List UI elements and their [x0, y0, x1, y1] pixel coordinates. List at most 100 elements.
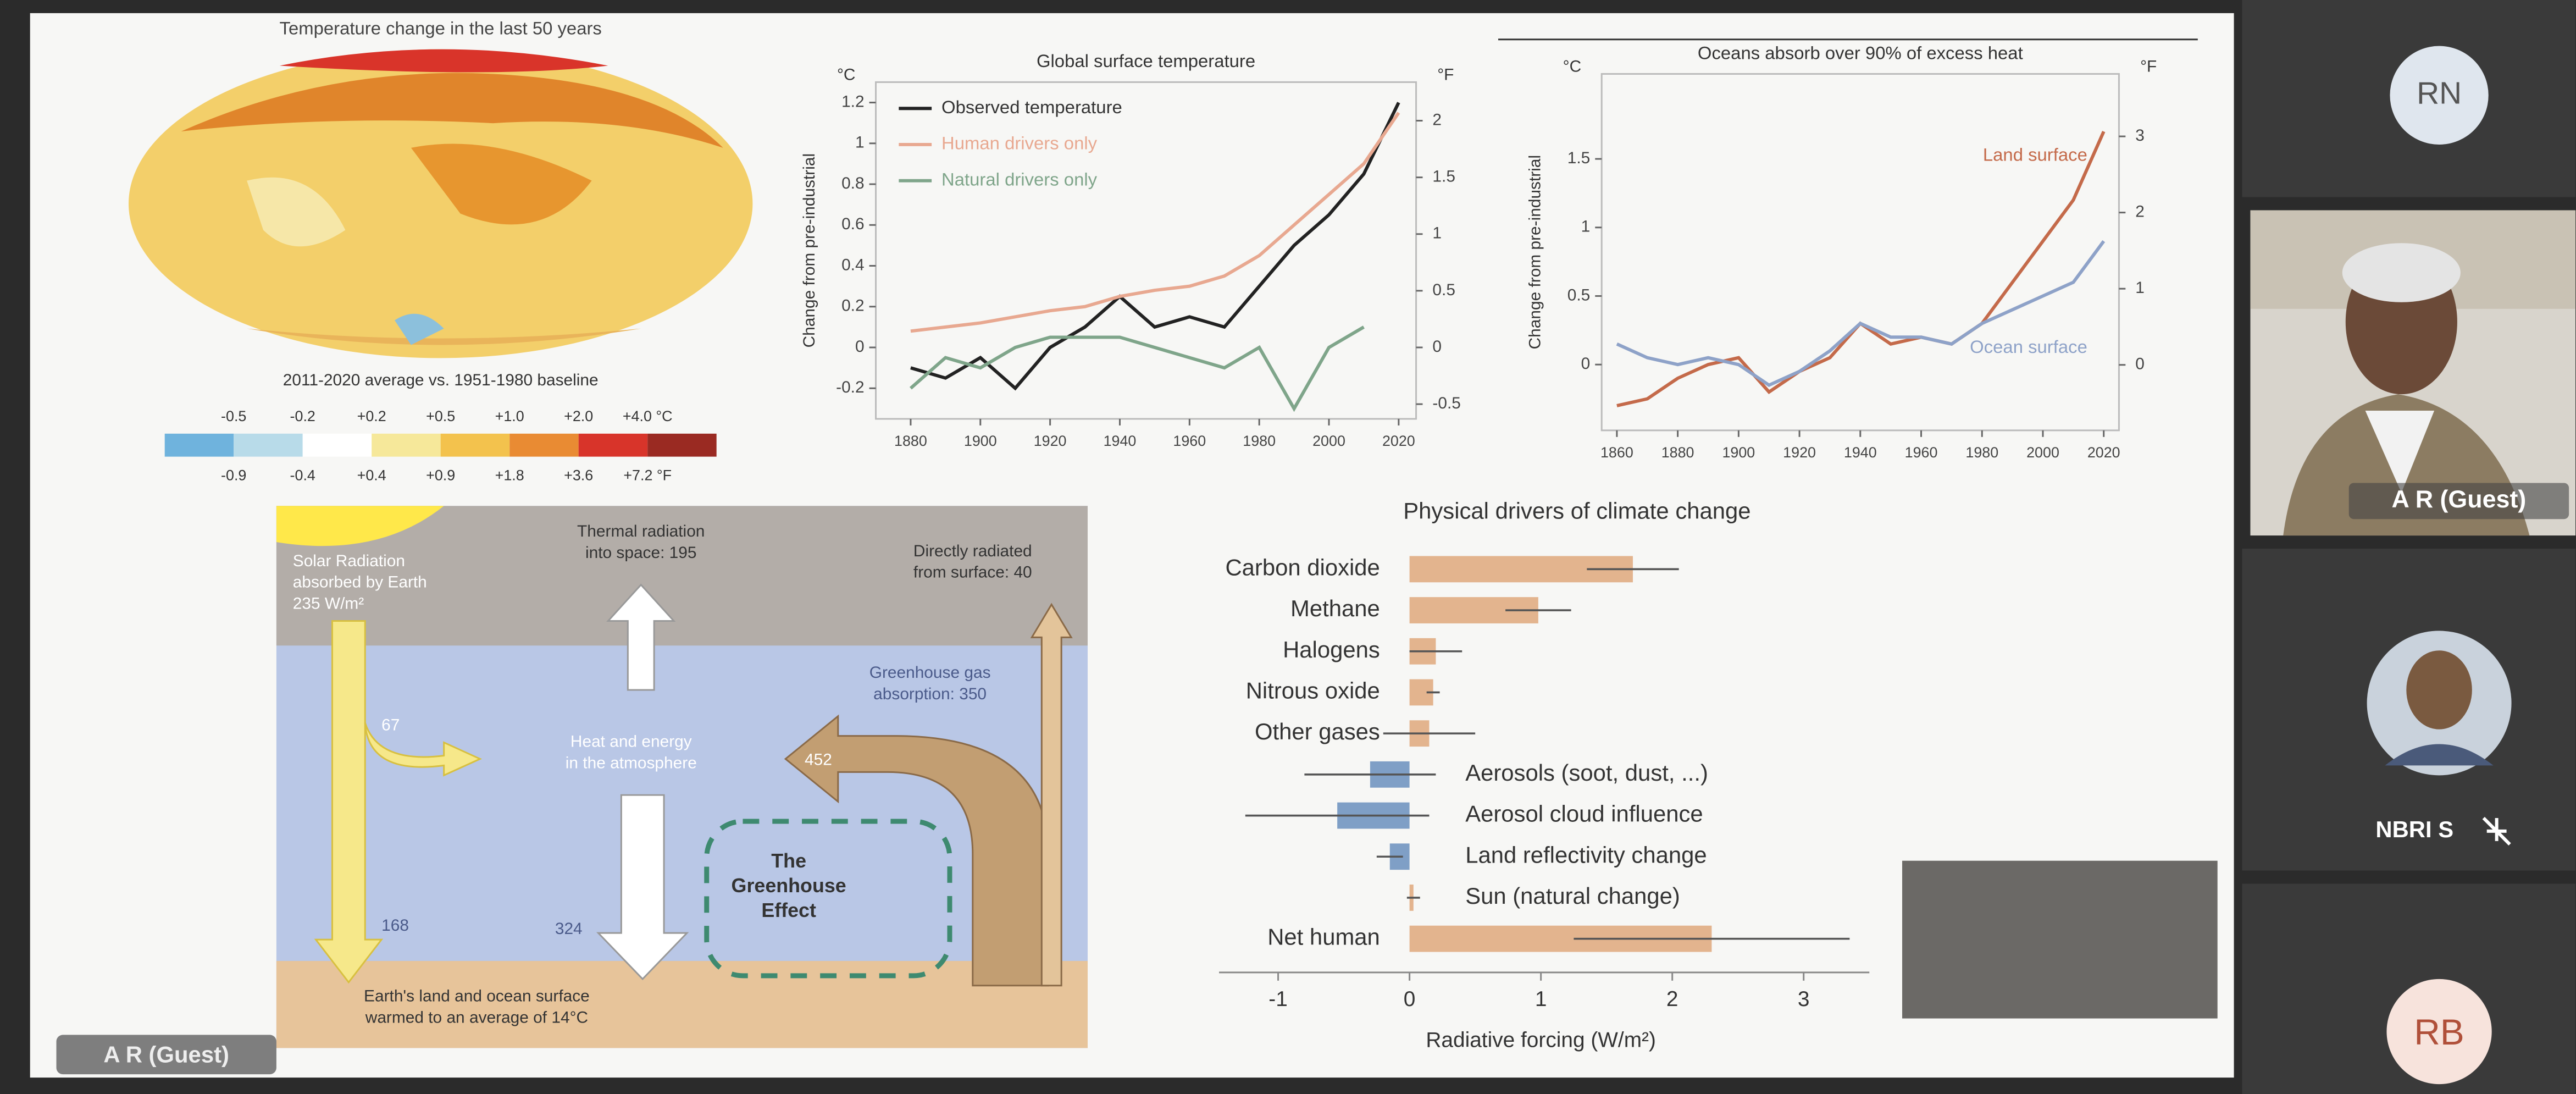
screen: Temperature change in the last 50 years …	[0, 0, 2576, 1094]
diagram-label: absorbed by Earth	[293, 573, 427, 592]
y-tick-label: 1.5	[1567, 149, 1591, 167]
x-tick-label: -1	[1268, 987, 1288, 1011]
y-unit: °C	[837, 65, 856, 84]
scale-swatch	[579, 434, 647, 457]
diagram-label: Greenhouse	[732, 875, 846, 897]
scale-swatch	[647, 434, 716, 457]
scale-label-f: -0.9	[221, 467, 246, 484]
avatar-face	[2406, 650, 2472, 729]
diagram-label: into space: 195	[585, 544, 697, 562]
category-label: Other gases	[1255, 719, 1380, 744]
legend-label: Natural drivers only	[941, 169, 1098, 189]
x-tick-label: 1940	[1844, 444, 1877, 461]
x-tick-label: 2000	[1312, 433, 1345, 449]
diagram-label: The	[771, 850, 806, 872]
page: { "speaker_label": "A R (Guest)", "parti…	[0, 0, 2576, 1094]
x-tick-label: 1880	[1661, 444, 1694, 461]
x-tick-label: 1920	[1783, 444, 1816, 461]
video-person-hair	[2342, 243, 2461, 302]
chart-title: Oceans absorb over 90% of excess heat	[1698, 42, 2023, 63]
scale-label-f: -0.4	[290, 467, 315, 484]
diagram-number: 324	[555, 920, 583, 938]
y2-tick-label: 3	[2135, 126, 2145, 145]
diagram-label: Solar Radiation	[293, 552, 405, 570]
category-label: Sun (natural change)	[1465, 883, 1680, 909]
x-tick-label: 1940	[1104, 433, 1137, 449]
y-tick-label: -0.2	[836, 378, 864, 396]
diagram-label: from surface: 40	[913, 563, 1032, 582]
x-tick-label: 2	[1666, 987, 1678, 1011]
diagram-number: 67	[381, 716, 400, 734]
x-tick-label: 3	[1798, 987, 1810, 1011]
legend-label: Observed temperature	[941, 97, 1122, 117]
map-title: Temperature change in the last 50 years	[280, 18, 602, 38]
x-tick-label: 1980	[1243, 433, 1276, 449]
scale-label-c: -0.2	[290, 408, 315, 424]
scale-label-c: +1.0	[495, 408, 524, 424]
y2-tick-label: 1	[2135, 279, 2145, 297]
scale-label-f: +3.6	[564, 467, 593, 484]
y2-unit: °F	[1437, 65, 1454, 84]
y-tick-label: 0	[855, 338, 865, 356]
map-caption: 2011-2020 average vs. 1951-1980 baseline	[283, 371, 599, 389]
category-label: Aerosols (soot, dust, ...)	[1465, 760, 1708, 786]
y-unit: °C	[1563, 57, 1582, 75]
y-tick-label: 1.2	[841, 92, 865, 110]
diagram-label: Greenhouse gas	[869, 664, 991, 682]
series-label: Ocean surface	[1970, 336, 2087, 357]
x-tick-label: 1	[1535, 987, 1547, 1011]
x-tick-label: 1960	[1905, 444, 1938, 461]
category-label: Net human	[1267, 924, 1380, 950]
scale-swatch	[509, 434, 578, 457]
y-tick-label: 0	[1581, 355, 1591, 373]
y2-tick-label: 0.5	[1432, 281, 1455, 299]
scale-label-c: -0.5	[221, 408, 246, 424]
category-label: Aerosol cloud influence	[1465, 801, 1703, 827]
diagram-label: Effect	[761, 899, 816, 921]
scale-label-c: +0.2	[357, 408, 386, 424]
y2-tick-label: -0.5	[1432, 394, 1460, 412]
x-tick-label: 1980	[1965, 444, 1998, 461]
y2-tick-label: 2	[1432, 110, 1442, 129]
diagram-number: 452	[805, 750, 832, 769]
diagram-label: absorption: 350	[873, 685, 987, 703]
x-tick-label: 1860	[1600, 444, 1633, 461]
y-axis-label: Change from pre-industrial	[800, 153, 818, 348]
chart-title: Physical drivers of climate change	[1403, 498, 1750, 523]
category-label: Nitrous oxide	[1246, 677, 1380, 703]
scale-label-f: +1.8	[495, 467, 524, 484]
category-label: Land reflectivity change	[1465, 842, 1707, 868]
series-label: Land surface	[1983, 145, 2087, 165]
diagram-label: in the atmosphere	[566, 754, 697, 772]
y-tick-label: 0.4	[841, 256, 865, 274]
y2-unit: °F	[2140, 57, 2157, 75]
y2-tick-label: 1	[1432, 224, 1442, 242]
category-label: Halogens	[1283, 637, 1380, 662]
participant-initials: RN	[2417, 76, 2462, 110]
x-tick-label: 1960	[1173, 433, 1206, 449]
diagram-label: Earth's land and ocean surface	[364, 987, 590, 1005]
participant-initials: RB	[2414, 1012, 2464, 1052]
participant-name: NBRI S	[2375, 816, 2453, 842]
scale-swatch	[441, 434, 509, 457]
diagram-label: Directly radiated	[913, 542, 1032, 560]
x-tick-label: 0	[1404, 987, 1416, 1011]
scale-swatch	[165, 434, 234, 457]
y-tick-label: 0.6	[841, 215, 865, 233]
x-tick-label: 1920	[1034, 433, 1067, 449]
speaker-name: A R (Guest)	[103, 1041, 229, 1067]
scale-label-f: +0.4	[357, 467, 386, 484]
y2-tick-label: 0	[1432, 338, 1442, 356]
y-tick-label: 1	[855, 134, 865, 152]
category-label: Carbon dioxide	[1225, 554, 1380, 580]
category-label: Methane	[1290, 595, 1380, 621]
x-tick-label: 1880	[894, 433, 927, 449]
diagram-label: 235 W/m²	[293, 594, 364, 612]
legend-label: Human drivers only	[941, 133, 1098, 153]
diagram-label: Heat and energy	[570, 732, 692, 750]
scale-swatch	[303, 434, 372, 457]
x-tick-label: 2020	[2087, 444, 2120, 461]
video-placeholder	[1902, 861, 2218, 1019]
scale-swatch	[372, 434, 440, 457]
scale-swatch	[234, 434, 302, 457]
